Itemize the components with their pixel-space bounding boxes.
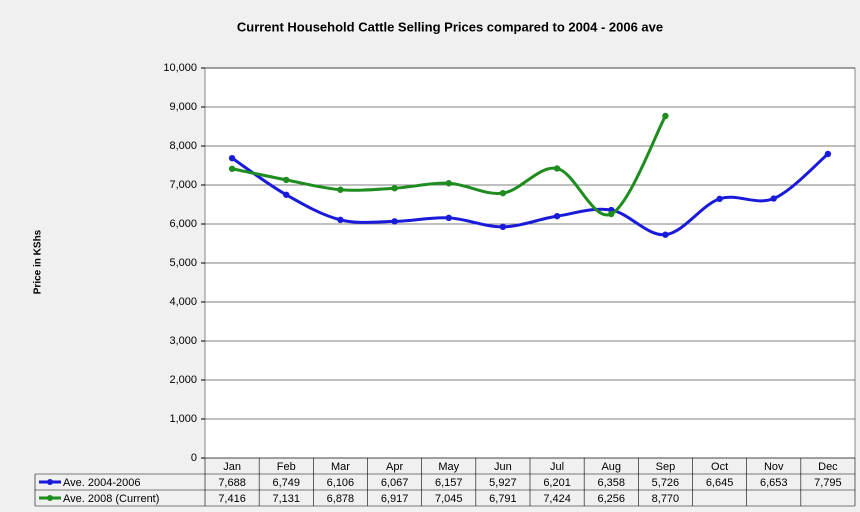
y-tick-label: 0 xyxy=(191,452,197,464)
x-tick-label: Dec xyxy=(818,461,838,473)
point xyxy=(391,185,398,192)
point xyxy=(337,216,344,224)
chart-title: Current Household Cattle Selling Prices … xyxy=(237,19,663,34)
table-value: 6,201 xyxy=(543,477,571,489)
point xyxy=(228,154,236,162)
point xyxy=(391,218,398,225)
table-value: 5,927 xyxy=(489,477,517,489)
point xyxy=(445,180,452,187)
table-value: 6,256 xyxy=(597,493,625,505)
point xyxy=(608,210,615,218)
table-value: 6,645 xyxy=(706,477,734,489)
point xyxy=(283,191,290,198)
y-tick-label: 4,000 xyxy=(169,296,197,308)
point xyxy=(662,231,669,238)
point xyxy=(716,195,723,203)
table-value: 6,157 xyxy=(435,477,463,489)
series-line xyxy=(231,152,829,237)
y-tick-label: 3,000 xyxy=(169,335,197,347)
x-tick-label: Mar xyxy=(331,461,350,473)
point xyxy=(553,212,561,220)
table-value: 6,653 xyxy=(760,477,788,489)
x-tick-label: Sep xyxy=(656,461,676,473)
point xyxy=(228,165,236,172)
x-tick-label: Nov xyxy=(764,461,784,473)
x-tick-label: May xyxy=(438,461,459,473)
table-value: 6,878 xyxy=(327,493,355,505)
point xyxy=(337,186,344,193)
table-value: 7,795 xyxy=(814,477,842,489)
legend-label: Ave. 2008 (Current) xyxy=(63,493,159,505)
legend-marker xyxy=(47,495,53,501)
y-tick-label: 5,000 xyxy=(169,257,197,269)
table-value: 6,358 xyxy=(597,477,625,489)
y-tick-label: 9,000 xyxy=(169,101,197,113)
point xyxy=(445,214,452,222)
x-tick-label: Aug xyxy=(601,461,621,473)
table-value: 7,424 xyxy=(543,493,571,505)
y-tick-label: 8,000 xyxy=(169,140,197,152)
x-tick-label: Jul xyxy=(550,461,564,473)
table-value: 6,917 xyxy=(381,493,409,505)
x-tick-label: Feb xyxy=(277,461,296,473)
x-tick-label: Oct xyxy=(711,461,728,473)
y-tick-label: 7,000 xyxy=(169,179,197,191)
table-value: 6,749 xyxy=(272,477,300,489)
point xyxy=(283,176,290,184)
point xyxy=(824,150,832,158)
point xyxy=(662,112,669,120)
y-tick-label: 10,000 xyxy=(163,62,197,74)
legend-marker xyxy=(47,479,53,485)
table-value: 6,791 xyxy=(489,493,517,505)
table-value: 7,045 xyxy=(435,493,463,505)
y-tick-label: 6,000 xyxy=(169,218,197,230)
y-axis-label: Price in KShs xyxy=(33,229,44,294)
x-tick-label: Jun xyxy=(494,461,512,473)
point xyxy=(499,189,507,197)
table-value: 5,726 xyxy=(652,477,680,489)
x-tick-label: Apr xyxy=(386,461,403,473)
y-tick-label: 1,000 xyxy=(169,413,197,425)
table-value: 7,688 xyxy=(218,477,246,489)
point xyxy=(499,223,507,231)
point xyxy=(770,195,777,202)
table-value: 7,416 xyxy=(218,493,246,505)
legend-label: Ave. 2004-2006 xyxy=(63,477,140,489)
table-value: 6,106 xyxy=(327,477,355,489)
x-tick-label: Jan xyxy=(223,461,241,473)
table-value: 8,770 xyxy=(652,493,680,505)
y-tick-label: 2,000 xyxy=(169,374,197,386)
table-value: 7,131 xyxy=(272,493,300,505)
point xyxy=(553,165,561,172)
table-value: 6,067 xyxy=(381,477,409,489)
